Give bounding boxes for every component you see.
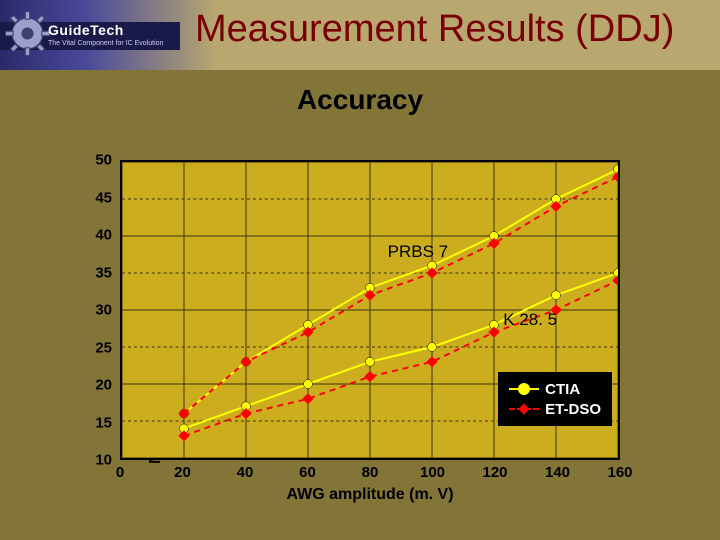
legend-item: ET-DSO — [509, 399, 601, 419]
legend-item: CTIA — [509, 379, 601, 399]
slide-root: GuideTech The Vital Component for IC Evo… — [0, 0, 720, 540]
chart-annotation: K 28. 5 — [503, 310, 557, 330]
slide-body: Accuracy Measured peak-to-peak DDJ (ps) … — [0, 70, 720, 540]
page-title-suffix: (DDJ) — [575, 8, 674, 50]
ytick-label: 30 — [95, 302, 112, 319]
xtick-label: 20 — [174, 464, 191, 481]
xtick-label: 140 — [545, 464, 570, 481]
slide-subtitle: Accuracy — [0, 70, 720, 116]
ytick-label: 10 — [95, 452, 112, 469]
chart-xticks: 020406080100120140160 — [120, 464, 620, 484]
ytick-label: 50 — [95, 152, 112, 169]
gear-icon — [0, 6, 55, 61]
brand-name: GuideTech — [48, 22, 124, 38]
chart-legend: CTIAET-DSO — [498, 372, 612, 426]
chart-plot-area: PRBS 7 K 28. 5 CTIAET-DSO — [120, 160, 620, 460]
xtick-label: 100 — [420, 464, 445, 481]
slide-header: GuideTech The Vital Component for IC Evo… — [0, 0, 720, 70]
xtick-label: 120 — [482, 464, 507, 481]
xtick-label: 160 — [607, 464, 632, 481]
xtick-label: 0 — [116, 464, 124, 481]
chart-yticks: 101520253035404550 — [80, 160, 116, 460]
ytick-label: 25 — [95, 339, 112, 356]
ytick-label: 20 — [95, 377, 112, 394]
ytick-label: 45 — [95, 189, 112, 206]
chart-xlabel: AWG amplitude (m. V) — [120, 486, 620, 504]
xtick-label: 40 — [237, 464, 254, 481]
chart-annotation: PRBS 7 — [388, 242, 448, 262]
page-title-main: Measurement Results — [195, 8, 565, 50]
ytick-label: 40 — [95, 227, 112, 244]
xtick-label: 80 — [362, 464, 379, 481]
page-title: Measurement Results (DDJ) — [195, 8, 674, 51]
chart: Measured peak-to-peak DDJ (ps) 101520253… — [80, 160, 640, 520]
xtick-label: 60 — [299, 464, 316, 481]
brand-tagline: The Vital Component for IC Evolution — [48, 40, 163, 48]
ytick-label: 35 — [95, 264, 112, 281]
ytick-label: 15 — [95, 414, 112, 431]
